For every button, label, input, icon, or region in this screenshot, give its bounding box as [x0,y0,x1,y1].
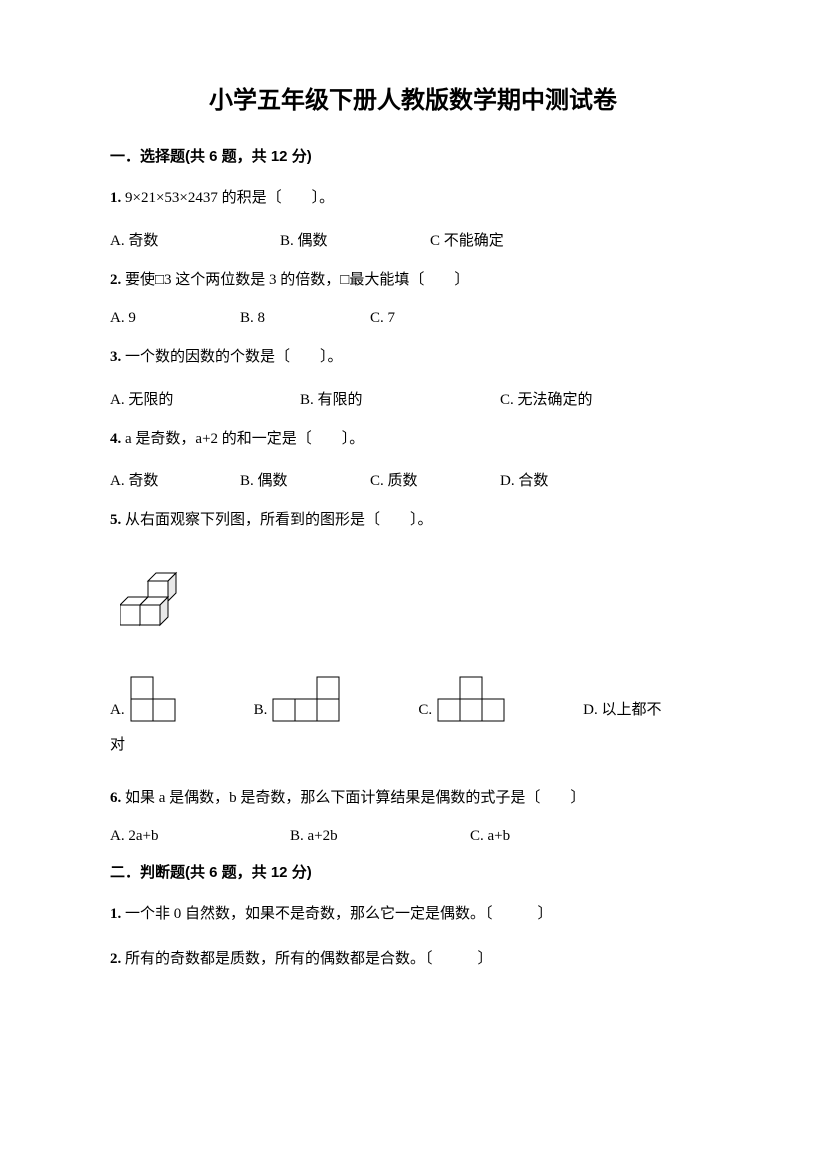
q4-opt-a: A. 奇数 [110,469,240,490]
q5-opt-d-label: D. 以上都不 [583,698,661,723]
s2-q1-text: 一个非 0 自然数，如果不是奇数，那么它一定是偶数。〔 〕 [125,906,553,922]
q1-options: A. 奇数 B. 偶数 C 不能确定 [110,229,716,250]
q2-opt-c: C. 7 [370,310,395,327]
shape-a-icon [129,675,179,723]
section-1-header: 一．选择题(共 6 题，共 12 分) [110,145,716,166]
shape-c-icon [436,675,508,723]
question-1: 1. 9×21×53×2437 的积是〔 〕。 [110,184,716,213]
q1-opt-c: C 不能确定 [430,229,504,250]
q5-opt-c: C. [418,675,508,723]
q3-opt-c: C. 无法确定的 [500,388,593,409]
q1-opt-b: B. 偶数 [280,229,430,250]
question-3: 3. 一个数的因数的个数是〔 〕。 [110,343,716,372]
s2-question-2: 2. 所有的奇数都是质数，所有的偶数都是合数。〔 〕 [110,945,716,974]
q2-opt-b: B. 8 [240,310,370,327]
q4-text: a 是奇数，a+2 的和一定是〔 〕。 [125,431,364,447]
q5-opt-a-label: A. [110,702,125,723]
q2-options: A. 9 B. 8 C. 7 [110,310,716,327]
q5-opt-c-label: C. [418,702,432,723]
q5-opt-a: A. [110,675,179,723]
q5-num: 5. [110,512,121,528]
q5-opt-b: B. [254,675,344,723]
q6-num: 6. [110,790,121,806]
q4-opt-c: C. 质数 [370,469,500,490]
page-title: 小学五年级下册人教版数学期中测试卷 [110,80,716,115]
q3-options: A. 无限的 B. 有限的 C. 无法确定的 [110,388,716,409]
q4-options: A. 奇数 B. 偶数 C. 质数 D. 合数 [110,469,716,490]
s2-q2-num: 2. [110,951,121,967]
q5-opt-d: D. 以上都不 [583,698,665,723]
q6-options: A. 2a+b B. a+2b C. a+b [110,828,716,845]
q4-opt-d: D. 合数 [500,469,630,490]
q6-opt-c: C. a+b [470,828,610,845]
q4-num: 4. [110,431,121,447]
q5-opt-d-cont: 对 [110,733,716,754]
q5-text: 从右面观察下列图，所看到的图形是〔 〕。 [125,512,433,528]
question-6: 6. 如果 a 是偶数，b 是奇数，那么下面计算结果是偶数的式子是〔 〕 [110,784,716,813]
q2-num: 2. [110,272,121,288]
q1-text: 9×21×53×2437 的积是〔 〕。 [125,190,334,206]
q6-opt-a: A. 2a+b [110,828,290,845]
s2-question-1: 1. 一个非 0 自然数，如果不是奇数，那么它一定是偶数。〔 〕 [110,900,716,929]
section-2-header: 二．判断题(共 6 题，共 12 分) [110,861,716,882]
q4-opt-b: B. 偶数 [240,469,370,490]
question-5: 5. 从右面观察下列图，所看到的图形是〔 〕。 [110,506,716,535]
q1-opt-a: A. 奇数 [110,229,280,250]
q1-num: 1. [110,190,121,206]
s2-q1-num: 1. [110,906,121,922]
s2-q2-text: 所有的奇数都是质数，所有的偶数都是合数。〔 〕 [125,951,493,967]
q3-opt-b: B. 有限的 [300,388,500,409]
question-2: 2. 要使□3 这个两位数是 3 的倍数，□最大能填〔 〕 [110,266,716,295]
question-4: 4. a 是奇数，a+2 的和一定是〔 〕。 [110,425,716,454]
q3-num: 3. [110,349,121,365]
q2-text: 要使□3 这个两位数是 3 的倍数，□最大能填〔 〕 [125,272,469,288]
q5-opt-b-label: B. [254,702,268,723]
q6-text: 如果 a 是偶数，b 是奇数，那么下面计算结果是偶数的式子是〔 〕 [125,790,585,806]
cube-3d-icon [120,565,190,630]
q3-opt-a: A. 无限的 [110,388,300,409]
shape-b-icon [271,675,343,723]
q5-3d-figure [110,565,716,635]
q3-text: 一个数的因数的个数是〔 〕。 [125,349,343,365]
q5-options: A. B. C. D. 以上都不 [110,675,716,723]
q2-opt-a: A. 9 [110,310,240,327]
q6-opt-b: B. a+2b [290,828,470,845]
